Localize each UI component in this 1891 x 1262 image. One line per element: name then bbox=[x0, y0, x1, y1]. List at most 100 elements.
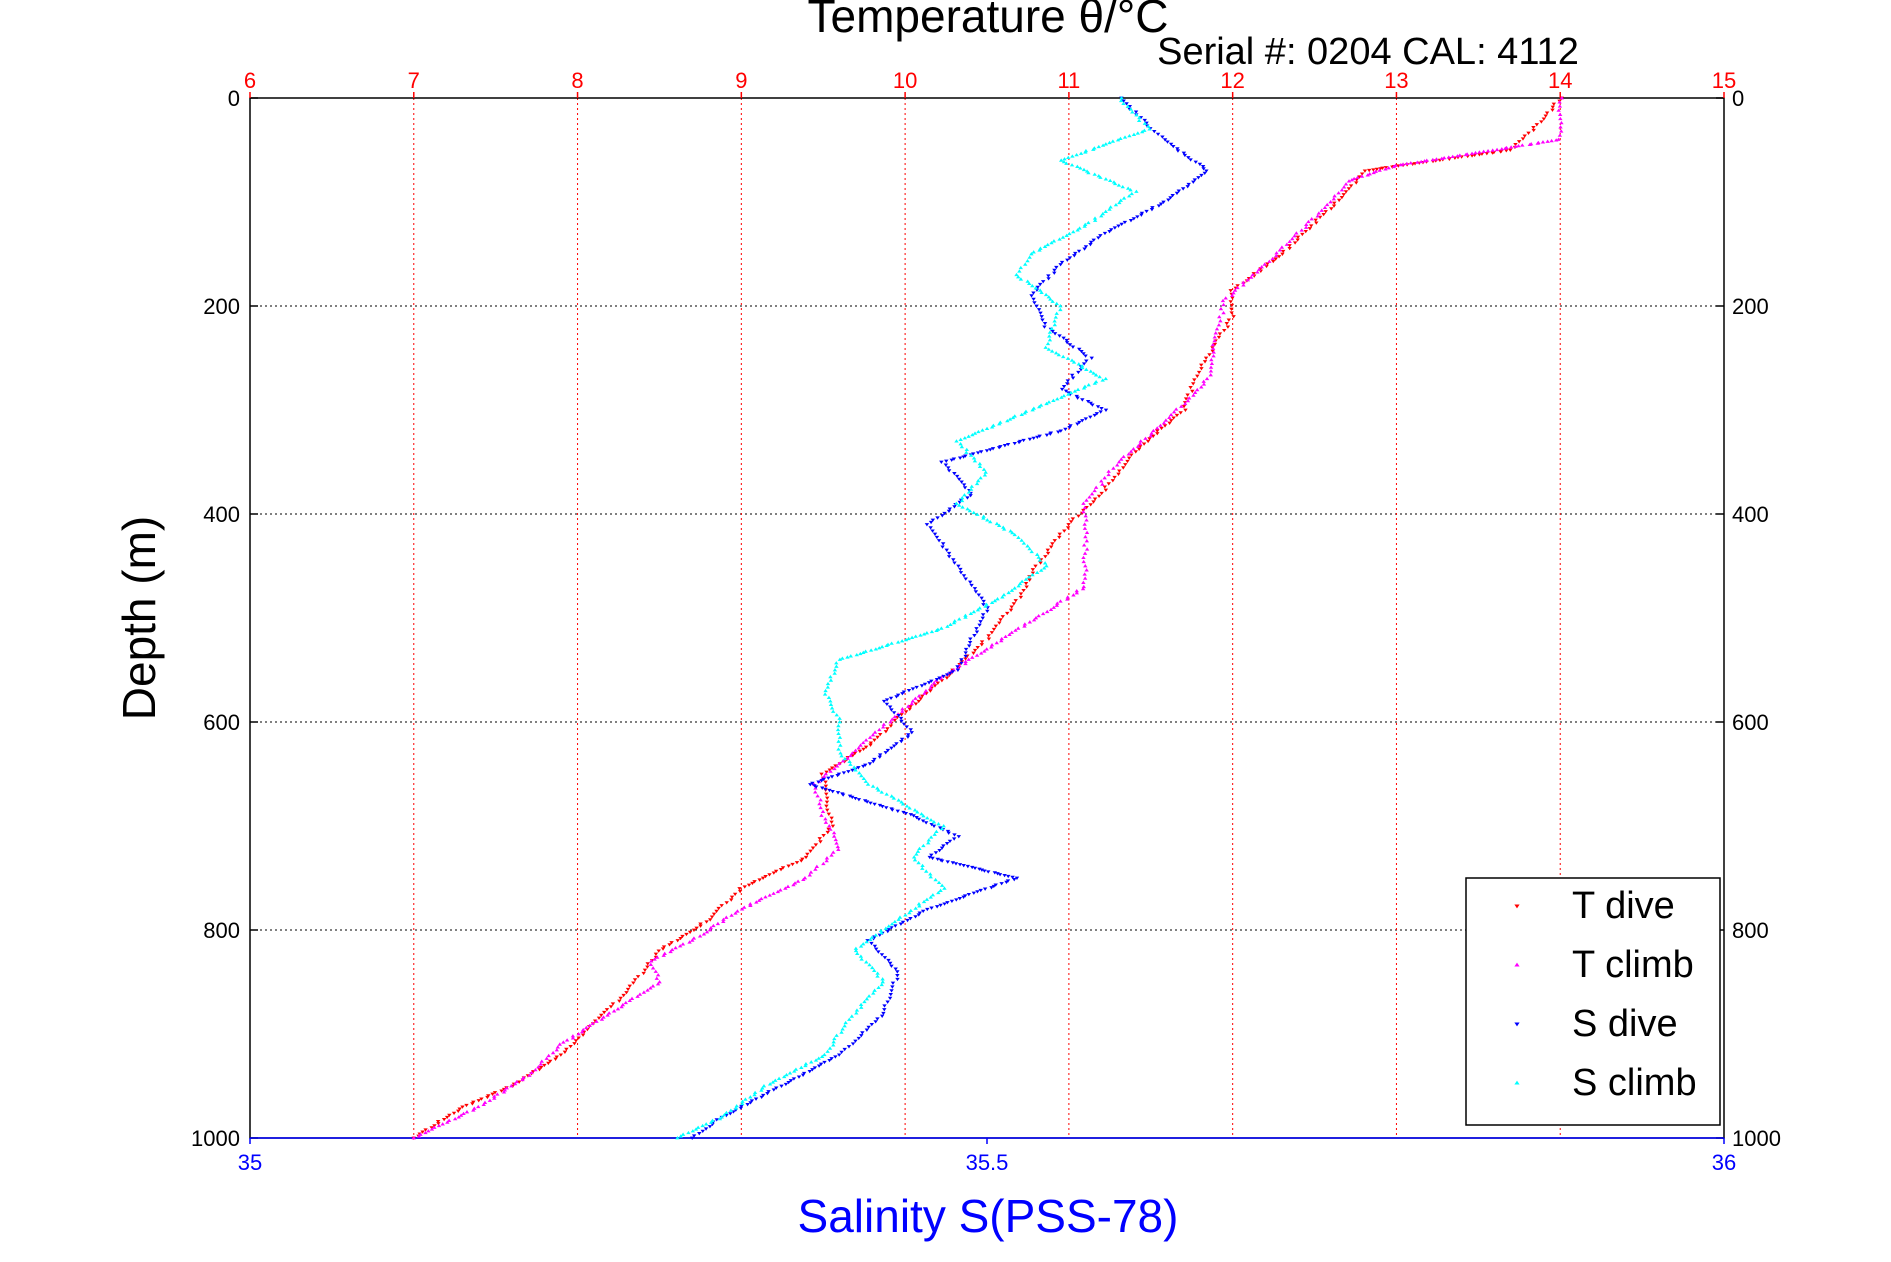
depth-tick-label-right: 400 bbox=[1732, 502, 1769, 527]
data-point bbox=[1075, 396, 1080, 400]
data-point bbox=[901, 722, 907, 726]
data-point bbox=[554, 1055, 559, 1059]
data-point bbox=[1081, 580, 1086, 584]
data-point bbox=[881, 725, 886, 729]
data-point bbox=[989, 643, 995, 647]
data-point bbox=[724, 901, 729, 905]
data-point bbox=[1168, 142, 1174, 147]
data-point bbox=[1050, 299, 1055, 303]
data-point bbox=[1082, 572, 1087, 576]
data-point bbox=[1070, 154, 1075, 158]
data-point bbox=[1121, 101, 1126, 105]
data-point bbox=[1287, 239, 1292, 244]
data-point bbox=[1005, 443, 1011, 447]
depth-tick-label-right: 800 bbox=[1732, 918, 1769, 943]
data-point bbox=[837, 716, 842, 720]
data-point bbox=[955, 665, 960, 669]
data-point bbox=[934, 678, 940, 682]
data-point bbox=[1201, 167, 1206, 171]
data-point bbox=[808, 849, 813, 853]
data-point bbox=[978, 888, 983, 893]
data-point bbox=[1082, 551, 1088, 555]
data-point bbox=[947, 839, 953, 844]
data-point bbox=[895, 809, 900, 813]
data-point bbox=[1112, 475, 1117, 480]
data-point bbox=[808, 783, 813, 787]
data-point bbox=[1084, 530, 1090, 535]
data-point bbox=[537, 1068, 542, 1072]
data-point bbox=[1343, 190, 1349, 194]
data-point bbox=[492, 1094, 497, 1098]
data-point bbox=[928, 835, 934, 839]
data-point bbox=[623, 1000, 629, 1005]
data-point bbox=[920, 866, 925, 870]
data-point bbox=[951, 620, 957, 625]
data-point bbox=[1377, 168, 1382, 172]
data-point bbox=[1080, 586, 1086, 591]
data-point bbox=[922, 691, 927, 695]
data-point bbox=[561, 1040, 566, 1044]
data-point bbox=[1383, 167, 1388, 171]
data-point bbox=[1065, 379, 1071, 383]
data-point bbox=[859, 1005, 864, 1009]
data-point bbox=[864, 960, 869, 964]
data-point bbox=[675, 1136, 680, 1140]
data-point bbox=[1126, 452, 1131, 456]
data-point bbox=[1183, 408, 1188, 412]
data-point bbox=[687, 930, 693, 935]
data-point bbox=[655, 955, 660, 959]
data-point bbox=[968, 637, 973, 641]
data-point bbox=[983, 470, 988, 474]
data-point bbox=[1551, 102, 1557, 106]
data-point bbox=[1031, 250, 1036, 254]
data-point bbox=[456, 1109, 461, 1113]
data-point bbox=[1277, 248, 1283, 252]
data-point bbox=[934, 829, 939, 833]
data-point bbox=[673, 945, 678, 950]
data-point bbox=[1134, 113, 1139, 117]
data-point bbox=[687, 940, 692, 944]
data-point bbox=[698, 922, 703, 926]
data-point bbox=[1216, 323, 1222, 327]
data-point bbox=[1168, 412, 1174, 417]
data-point bbox=[1059, 387, 1065, 392]
data-point bbox=[1027, 437, 1033, 442]
data-point bbox=[961, 574, 967, 578]
data-point bbox=[1154, 426, 1160, 430]
data-point bbox=[849, 1014, 855, 1018]
data-point bbox=[929, 679, 934, 683]
data-point bbox=[456, 1115, 461, 1119]
data-point bbox=[1081, 584, 1086, 589]
data-point bbox=[962, 436, 968, 440]
data-point bbox=[850, 753, 856, 758]
data-point bbox=[1007, 417, 1013, 421]
data-point bbox=[1052, 539, 1057, 543]
data-point bbox=[872, 802, 877, 807]
data-point bbox=[1034, 304, 1039, 308]
data-point bbox=[859, 957, 864, 961]
data-point bbox=[836, 723, 841, 728]
data-point bbox=[1235, 284, 1240, 288]
data-point bbox=[909, 635, 915, 639]
data-point bbox=[973, 590, 979, 594]
top-temperature-ticks: 6 7 8 9 10 11 12 13 14 15 bbox=[244, 68, 1736, 98]
data-point bbox=[1167, 421, 1172, 425]
data-point bbox=[1019, 538, 1024, 542]
data-point bbox=[931, 681, 937, 685]
data-point bbox=[760, 876, 766, 880]
data-point bbox=[803, 855, 809, 860]
data-point bbox=[785, 884, 791, 888]
data-point bbox=[759, 896, 764, 901]
data-point bbox=[1030, 568, 1036, 572]
data-point bbox=[917, 911, 922, 915]
data-point bbox=[1136, 118, 1142, 123]
data-point bbox=[604, 1008, 610, 1012]
chart-subtitle: Serial #: 0204 CAL: 4112 bbox=[1157, 31, 1579, 73]
data-point bbox=[900, 920, 906, 925]
data-point bbox=[880, 977, 885, 981]
data-point bbox=[1082, 247, 1087, 251]
data-point bbox=[1098, 175, 1103, 179]
data-point bbox=[936, 880, 942, 885]
data-point bbox=[509, 1084, 514, 1088]
